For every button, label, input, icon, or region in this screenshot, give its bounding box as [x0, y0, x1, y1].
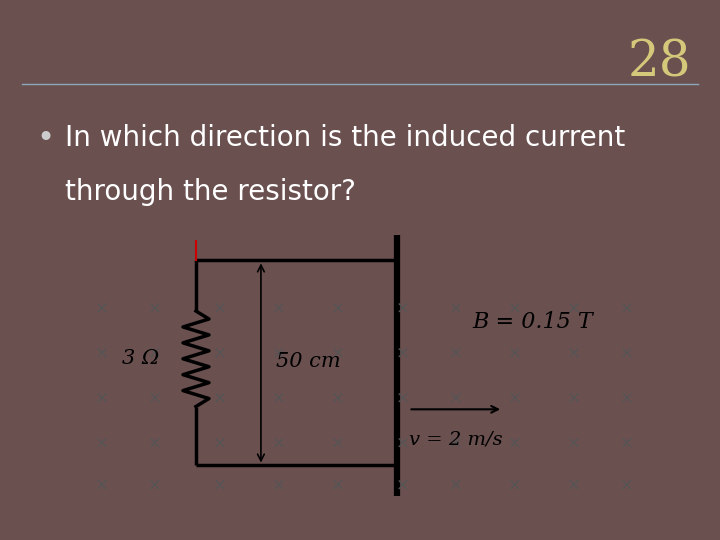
Text: ×: × [212, 345, 227, 362]
Text: ×: × [212, 389, 227, 407]
Text: ×: × [396, 435, 410, 451]
Text: ×: × [271, 435, 286, 451]
Text: ×: × [330, 300, 345, 317]
Text: ×: × [271, 477, 286, 494]
Text: ×: × [620, 477, 634, 494]
Text: v = 2 m/s: v = 2 m/s [408, 431, 502, 449]
Text: ×: × [271, 300, 286, 317]
Text: ×: × [271, 389, 286, 407]
Text: ×: × [94, 345, 109, 362]
Text: ×: × [330, 389, 345, 407]
Text: ×: × [148, 435, 161, 451]
Text: ×: × [567, 345, 581, 362]
Text: ×: × [449, 435, 463, 451]
Text: ×: × [396, 300, 410, 317]
Text: ×: × [148, 300, 161, 317]
Text: •: • [36, 124, 54, 153]
Text: 28: 28 [628, 38, 691, 87]
Text: ×: × [94, 477, 109, 494]
Text: ×: × [148, 389, 161, 407]
Text: ×: × [620, 389, 634, 407]
Text: ×: × [396, 345, 410, 362]
Text: ×: × [449, 345, 463, 362]
Text: ×: × [567, 477, 581, 494]
Text: ×: × [508, 345, 522, 362]
Text: ×: × [212, 477, 227, 494]
Text: ×: × [396, 389, 410, 407]
Text: ×: × [212, 435, 227, 451]
Text: ×: × [449, 389, 463, 407]
Text: 50 cm: 50 cm [276, 352, 341, 371]
Text: ×: × [567, 435, 581, 451]
Text: ×: × [508, 477, 522, 494]
Text: In which direction is the induced current: In which direction is the induced curren… [65, 124, 625, 152]
Text: B = 0.15 T: B = 0.15 T [472, 311, 593, 333]
Text: ×: × [94, 300, 109, 317]
Text: ×: × [508, 300, 522, 317]
Text: ×: × [620, 345, 634, 362]
Text: ×: × [94, 389, 109, 407]
Text: ×: × [271, 345, 286, 362]
Text: ×: × [330, 435, 345, 451]
Text: ×: × [449, 300, 463, 317]
Text: ×: × [567, 300, 581, 317]
Text: ×: × [620, 435, 634, 451]
Text: ×: × [212, 300, 227, 317]
Text: ×: × [148, 477, 161, 494]
Text: ×: × [330, 477, 345, 494]
Text: ×: × [508, 389, 522, 407]
Text: ×: × [148, 345, 161, 362]
Text: ×: × [330, 345, 345, 362]
Text: ×: × [449, 477, 463, 494]
Text: through the resistor?: through the resistor? [65, 178, 356, 206]
Text: ×: × [567, 389, 581, 407]
Text: ×: × [508, 435, 522, 451]
Text: ×: × [396, 477, 410, 494]
Text: 3 Ω: 3 Ω [122, 349, 159, 368]
Text: ×: × [620, 300, 634, 317]
Text: ×: × [94, 435, 109, 451]
